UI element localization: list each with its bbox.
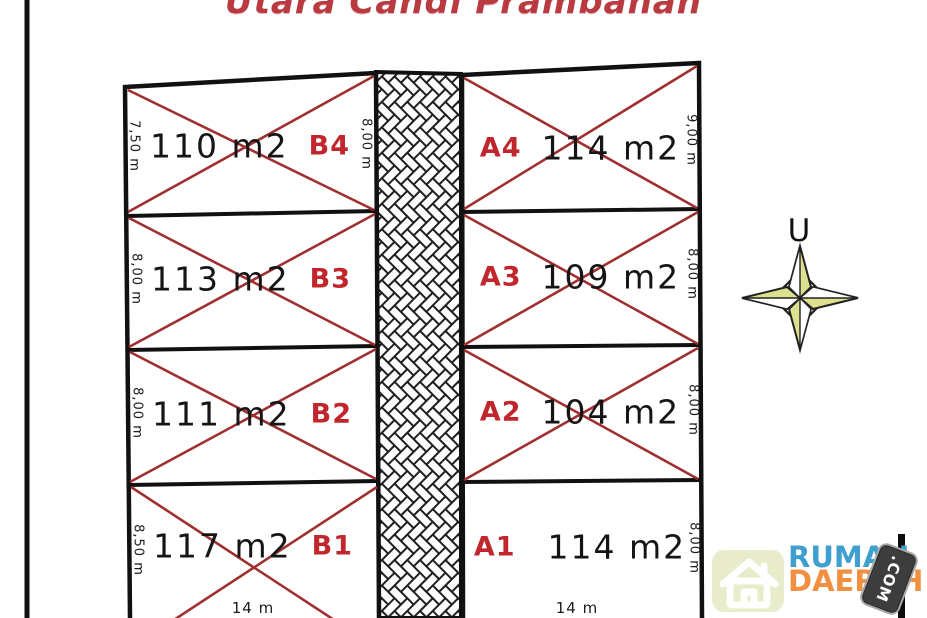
rumahdaerah-logo: RUMAH DAERAH .COM [712, 534, 927, 618]
plot-a4-id: A4 [479, 132, 522, 164]
plot-b4: 110 m2 B4 [150, 127, 350, 166]
plot-a3-id: A3 [479, 261, 522, 293]
plot-a1-id: A1 [473, 531, 516, 563]
dim-b2-side: 8,00 m [129, 387, 145, 439]
plot-a4: A4 114 m2 [480, 129, 680, 168]
cross-b4 [127, 74, 375, 214]
plot-b1-area: 117 m2 [153, 526, 292, 566]
dim-b3-side: 8,00 m [128, 253, 144, 305]
dim-b4-road: 8,00 m [358, 118, 374, 170]
plot-b4-area: 110 m2 [150, 126, 289, 166]
dim-b1-side: 8,50 m [130, 524, 146, 576]
plot-b4-id: B4 [308, 130, 350, 162]
page-title: Utara Candi Prambanan [225, 0, 702, 22]
logo-tld-label: .COM [871, 553, 907, 605]
block-a-dividers [461, 207, 702, 484]
cross-a4 [463, 64, 698, 211]
plot-a2: A2 104 m2 [480, 393, 680, 432]
sold-cross-marks [127, 64, 699, 618]
plot-b3-area: 113 m2 [151, 259, 290, 299]
plot-a2-area: 104 m2 [541, 392, 681, 432]
cross-b3 [128, 212, 376, 349]
cross-b2 [129, 347, 377, 484]
compass-rose: U [741, 213, 859, 354]
plot-b2-id: B2 [310, 398, 352, 430]
plot-b3: 113 m2 B3 [151, 260, 351, 299]
dim-a1-side: 8,00 m [686, 522, 702, 574]
dim-a3-side: 8,00 m [684, 248, 700, 300]
plot-b1-id: B1 [311, 530, 353, 562]
dim-b4-side: 7,50 m [126, 120, 142, 172]
cross-b4 [127, 88, 375, 212]
plot-b2-area: 111 m2 [152, 394, 291, 434]
compass-north-label: U [788, 213, 811, 249]
plot-a1: A1 114 m2 [474, 528, 686, 567]
house-icon [712, 550, 784, 612]
dim-b1-front: 14 m [231, 599, 275, 617]
cross-a3 [463, 210, 699, 347]
dim-a4-side: 9,00 m [683, 114, 699, 166]
plot-b3-id: B3 [309, 263, 351, 295]
plot-b1: 117 m2 B1 [153, 527, 353, 566]
plot-a4-area: 114 m2 [541, 128, 681, 168]
plot-a2-id: A2 [479, 396, 522, 428]
plot-a3: A3 109 m2 [480, 258, 680, 297]
plot-a3-area: 109 m2 [541, 257, 681, 297]
plot-b2: 111 m2 B2 [152, 395, 352, 434]
cross-b1 [174, 485, 378, 618]
cross-a4 [463, 76, 698, 210]
block-b-dividers [125, 209, 379, 487]
plot-a1-area: 114 m2 [547, 527, 687, 567]
paved-road [373, 69, 463, 618]
dim-a2-side: 8,00 m [685, 384, 701, 436]
cross-a2 [463, 346, 699, 482]
dim-a1-front: 14 m [555, 599, 599, 617]
